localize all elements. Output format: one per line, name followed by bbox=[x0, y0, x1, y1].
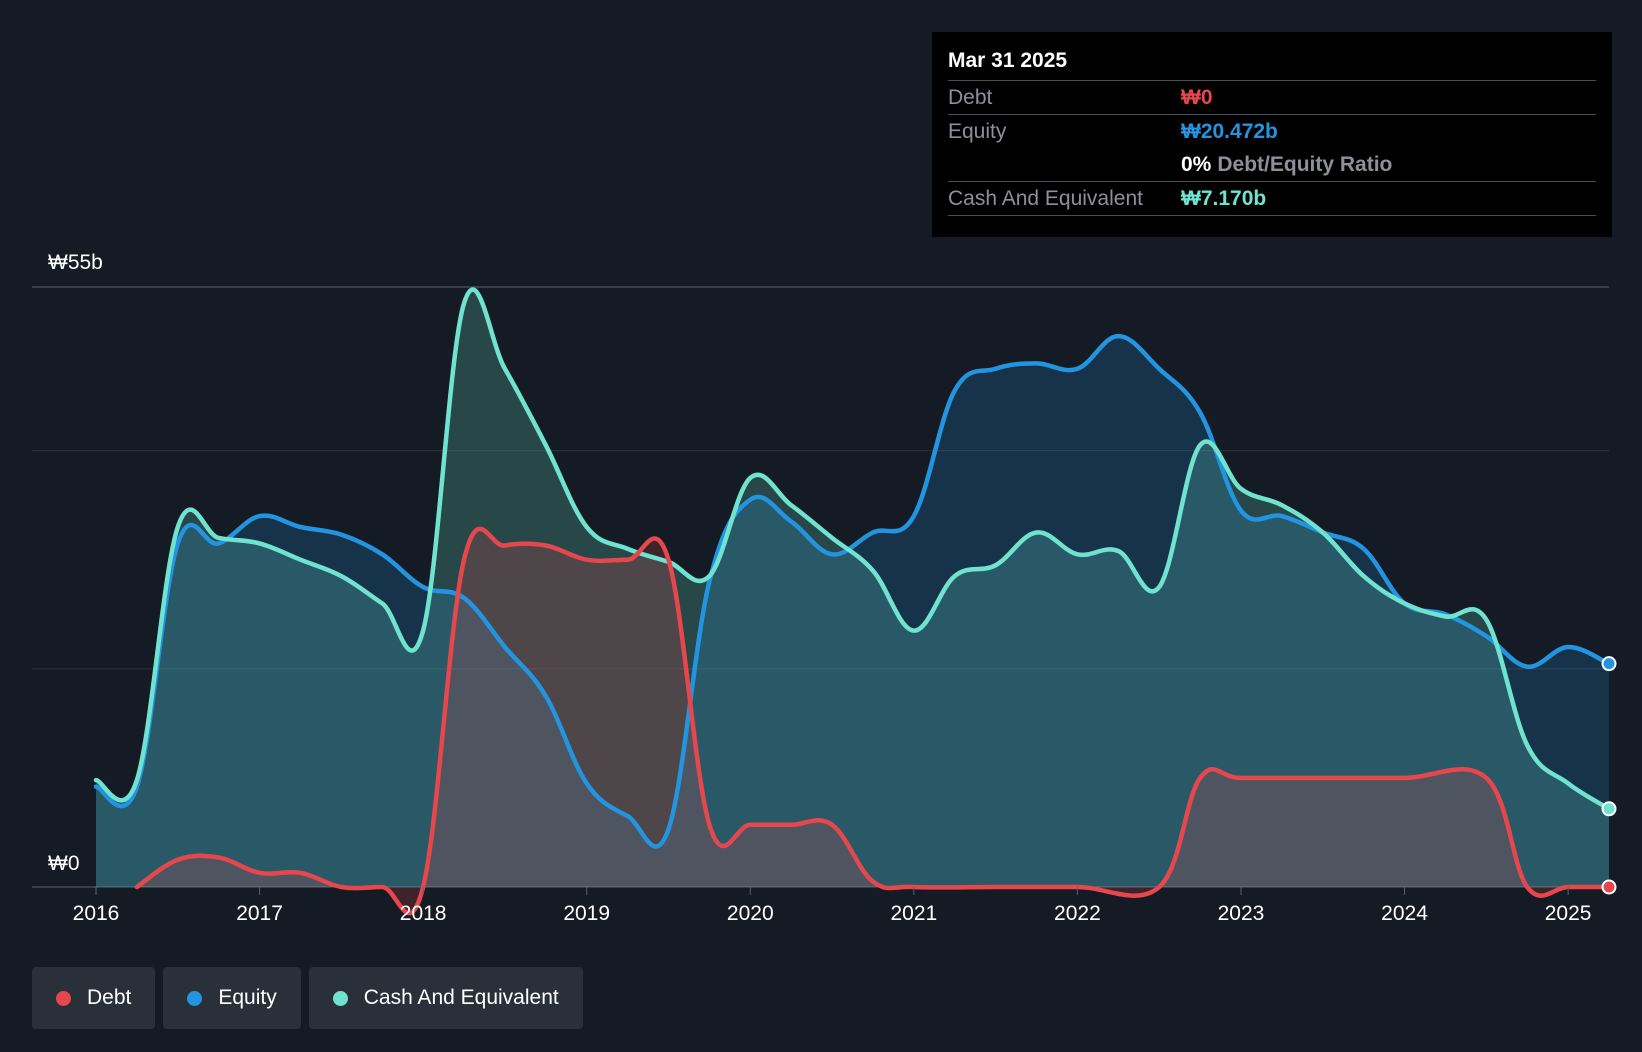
tooltip-cash-value: ₩7.170b bbox=[1181, 186, 1267, 210]
legend-equity-label: Equity bbox=[218, 986, 277, 1009]
tooltip-debt-label: Debt bbox=[948, 85, 993, 109]
debt-area bbox=[136, 528, 1610, 914]
debt-end-marker bbox=[1601, 879, 1617, 895]
equity-line bbox=[93, 333, 1612, 849]
legend-item-debt[interactable]: Debt bbox=[32, 967, 156, 1029]
y-axis-bottom-label: ₩0 bbox=[48, 852, 80, 875]
cash-line bbox=[93, 287, 1612, 812]
x-tick-label: 2017 bbox=[236, 902, 283, 925]
tooltip-equity-label: Equity bbox=[948, 119, 1007, 143]
x-tick-label: 2020 bbox=[727, 902, 774, 925]
cash-area bbox=[96, 289, 1609, 887]
cash-end-marker bbox=[1601, 801, 1617, 817]
end-markers bbox=[1601, 656, 1617, 895]
legend: Debt Equity Cash And Equivalent bbox=[32, 967, 583, 1029]
x-tick-label: 2021 bbox=[890, 902, 937, 925]
grid-lines bbox=[32, 286, 1609, 888]
x-tick-label: 2022 bbox=[1054, 902, 1101, 925]
equity-end-marker bbox=[1601, 656, 1617, 672]
debt-line bbox=[134, 526, 1612, 916]
series-lines bbox=[93, 287, 1612, 916]
x-tick-label: 2023 bbox=[1218, 902, 1265, 925]
tooltip-debt-row: Debt ₩0 bbox=[948, 80, 1596, 114]
legend-equity-dot-icon bbox=[187, 990, 203, 1006]
x-axis-ticks: 2016 2017 2018 2019 2020 2021 2022 2023 2024 2025 bbox=[73, 887, 1592, 925]
tooltip-cash-row: Cash And Equivalent ₩7.170b bbox=[948, 181, 1596, 216]
tooltip-equity-row: Equity ₩20.472b bbox=[948, 114, 1596, 148]
x-tick-label: 2025 bbox=[1545, 902, 1592, 925]
legend-cash-dot-icon bbox=[332, 990, 348, 1006]
series-areas bbox=[96, 289, 1610, 914]
x-tick-label: 2019 bbox=[563, 902, 610, 925]
tooltip-panel: Mar 31 2025 Debt ₩0 Equity ₩20.472b 0% D… bbox=[932, 32, 1612, 237]
equity-area bbox=[96, 336, 1609, 888]
tooltip-ratio-value: 0% bbox=[1181, 152, 1212, 176]
x-tick-label: 2016 bbox=[73, 902, 120, 925]
y-axis-top-label: ₩55b bbox=[48, 251, 103, 274]
legend-item-equity[interactable]: Equity bbox=[163, 967, 301, 1029]
x-tick-label: 2024 bbox=[1381, 902, 1428, 925]
tooltip-ratio-row: 0% Debt/Equity Ratio bbox=[948, 148, 1596, 181]
tooltip-ratio-label: Debt/Equity Ratio bbox=[1217, 152, 1393, 176]
legend-debt-dot-icon bbox=[56, 990, 71, 1006]
tooltip-debt-value: ₩0 bbox=[1181, 85, 1213, 109]
legend-item-cash[interactable]: Cash And Equivalent bbox=[308, 967, 583, 1029]
x-tick-label: 2018 bbox=[400, 902, 447, 925]
tooltip-equity-value: ₩20.472b bbox=[1181, 119, 1278, 143]
legend-cash-label: Cash And Equivalent bbox=[363, 986, 559, 1009]
legend-debt-label: Debt bbox=[87, 986, 132, 1009]
tooltip-cash-label: Cash And Equivalent bbox=[948, 186, 1143, 210]
tooltip-date: Mar 31 2025 bbox=[948, 49, 1068, 72]
